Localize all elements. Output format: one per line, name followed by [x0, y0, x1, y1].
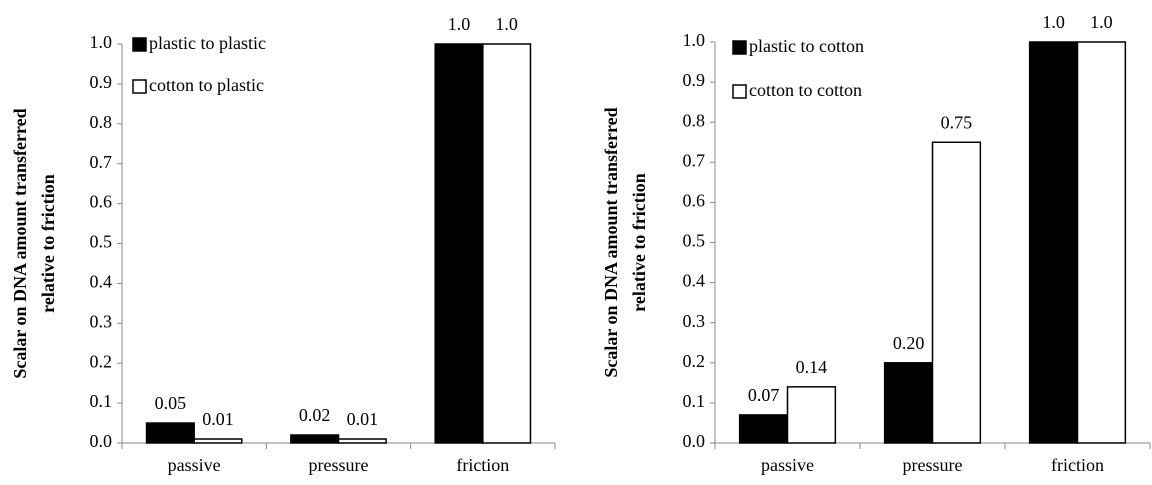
value-label: 0.01 [347, 409, 379, 429]
value-label: 0.75 [941, 112, 973, 132]
value-label: 1.0 [1042, 12, 1065, 32]
y-tick-label: 0.3 [90, 311, 113, 331]
legend-label: cotton to plastic [149, 75, 264, 95]
y-tick-label: 0.0 [90, 431, 113, 451]
value-label: 0.02 [299, 405, 331, 425]
y-tick-label: 0.4 [683, 271, 706, 291]
y-tick-label: 0.9 [90, 72, 113, 92]
value-label: 0.05 [155, 393, 187, 413]
bar [434, 43, 484, 444]
legend-swatch [132, 79, 147, 94]
y-tick-label: 0.2 [90, 351, 113, 371]
legend-swatch [132, 37, 147, 52]
y-tick-label: 0.7 [90, 152, 113, 172]
legend-label: plastic to plastic [149, 33, 266, 53]
value-label: 0.01 [202, 409, 234, 429]
y-tick-label: 0.3 [683, 311, 706, 331]
y-tick-label: 0.6 [683, 191, 706, 211]
x-tick-label: pressure [903, 455, 963, 475]
value-label: 1.0 [1090, 12, 1113, 32]
y-tick-label: 0.0 [683, 431, 706, 451]
bar [931, 141, 982, 444]
y-tick-label: 0.5 [90, 232, 113, 252]
y-axis-label: Scalar on DNA amount transferred [10, 108, 30, 378]
bar [1028, 41, 1079, 444]
value-label: 0.07 [748, 385, 780, 405]
legend-label: cotton to cotton [749, 80, 862, 100]
y-tick-label: 0.6 [90, 192, 113, 212]
y-tick-label: 0.1 [683, 391, 706, 411]
value-label: 1.0 [495, 14, 518, 34]
x-tick-label: passive [168, 455, 221, 475]
bar [1076, 41, 1127, 444]
x-tick-label: friction [1051, 455, 1104, 475]
y-tick-label: 0.7 [683, 150, 706, 170]
x-tick-label: friction [456, 455, 509, 475]
y-tick-label: 0.1 [90, 391, 113, 411]
y-tick-label: 0.4 [90, 272, 113, 292]
bar [337, 438, 387, 444]
y-tick-label: 0.8 [90, 112, 113, 132]
y-tick-label: 0.9 [683, 70, 706, 90]
bar [883, 362, 934, 444]
y-axis-label: relative to friction [38, 174, 58, 313]
x-tick-label: pressure [309, 455, 369, 475]
legend-swatch [732, 40, 747, 55]
y-tick-label: 1.0 [90, 32, 113, 52]
bar [193, 438, 243, 444]
bar [145, 422, 195, 444]
x-tick-label: passive [761, 455, 814, 475]
y-tick-label: 0.2 [683, 351, 706, 371]
bar [482, 43, 532, 444]
y-axis-label: relative to friction [629, 173, 649, 312]
y-tick-label: 1.0 [683, 30, 706, 50]
value-label: 0.14 [796, 357, 828, 377]
bar [290, 434, 340, 444]
value-label: 1.0 [448, 14, 471, 34]
y-tick-label: 0.5 [683, 231, 706, 251]
y-axis-label: Scalar on DNA amount transferred [601, 107, 621, 377]
legend-swatch [732, 84, 747, 99]
value-label: 0.20 [893, 333, 925, 353]
bar [786, 386, 837, 444]
y-tick-label: 0.8 [683, 110, 706, 130]
bar [738, 414, 789, 444]
legend-label: plastic to cotton [749, 36, 864, 56]
